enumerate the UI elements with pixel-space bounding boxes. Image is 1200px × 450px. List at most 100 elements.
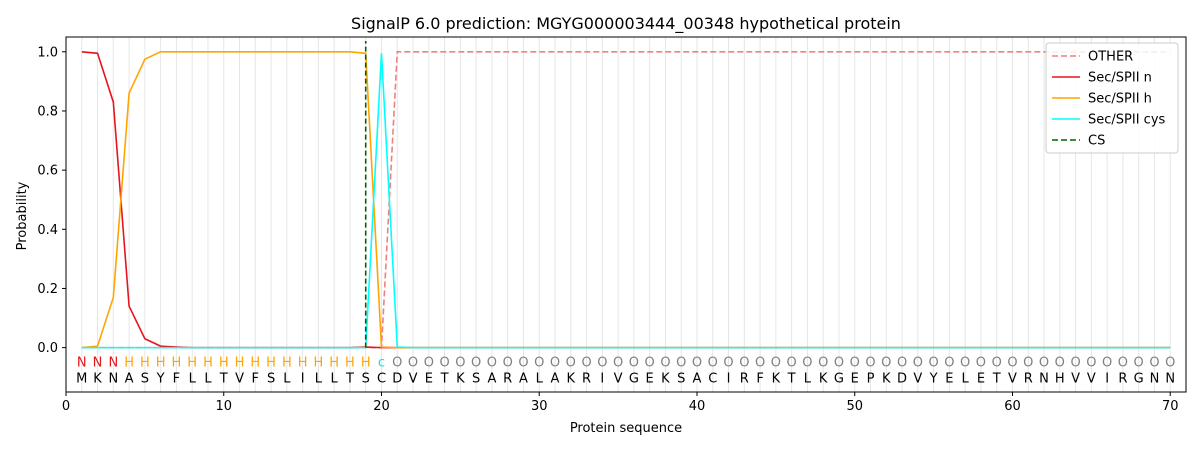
sequence-letter: R <box>1118 372 1127 387</box>
sequence-letter: S <box>141 372 149 387</box>
sequence-letter: E <box>425 372 433 387</box>
sequence-letter: S <box>677 372 685 387</box>
sequence-letter: F <box>756 372 763 387</box>
y-tick-label: 0.6 <box>37 164 58 179</box>
predicted-label: O <box>992 356 1002 371</box>
sequence-letter: L <box>315 372 323 387</box>
sequence-letter: R <box>1024 372 1033 387</box>
predicted-label: O <box>487 356 497 371</box>
sequence-letter: E <box>977 372 985 387</box>
predicted-label: O <box>739 356 749 371</box>
predicted-label: H <box>203 356 213 371</box>
sequence-letter: K <box>93 372 102 387</box>
predicted-label: O <box>708 356 718 371</box>
predicted-label: O <box>913 356 923 371</box>
sequence-letter: I <box>301 372 305 387</box>
predicted-label: O <box>1039 356 1049 371</box>
predicted-label: O <box>439 356 449 371</box>
predicted-label: H <box>250 356 260 371</box>
predicted-label: O <box>865 356 875 371</box>
predicted-label: O <box>755 356 765 371</box>
x-tick-label: 60 <box>1004 399 1021 414</box>
sequence-letter: I <box>600 372 604 387</box>
predicted-label: O <box>802 356 812 371</box>
y-tick-label: 0.4 <box>37 223 58 238</box>
x-tick-label: 70 <box>1162 399 1179 414</box>
predicted-label: O <box>392 356 402 371</box>
x-tick-label: 0 <box>62 399 70 414</box>
predicted-label: H <box>140 356 150 371</box>
sequence-letter: L <box>283 372 291 387</box>
series-line-sec-spii-cys <box>81 53 1171 349</box>
sequence-letter: V <box>1008 372 1017 387</box>
sequence-letter: L <box>331 372 339 387</box>
sequence-letter: Y <box>929 372 938 387</box>
legend: OTHER Sec/SPII n Sec/SPII h Sec/SPII cys CS <box>1045 42 1179 154</box>
predicted-label: O <box>1149 356 1159 371</box>
sequence-letter: Y <box>156 372 165 387</box>
sequence-letter: V <box>913 372 922 387</box>
sequence-letter: A <box>519 372 528 387</box>
sequence-letter: T <box>440 372 449 387</box>
predicted-label: O <box>818 356 828 371</box>
predicted-label: H <box>235 356 245 371</box>
sequence-letter: T <box>787 372 796 387</box>
sequence-letter: H <box>1055 372 1065 387</box>
predicted-label: N <box>108 356 118 371</box>
sequence-letter: N <box>108 372 118 387</box>
predicted-label: O <box>928 356 938 371</box>
predicted-label: O <box>518 356 528 371</box>
predicted-label: H <box>282 356 292 371</box>
sequence-letter: S <box>362 372 370 387</box>
predicted-label: O <box>1007 356 1017 371</box>
predicted-label: O <box>645 356 655 371</box>
predicted-label: O <box>1086 356 1096 371</box>
sequence-letter: S <box>267 372 275 387</box>
predicted-label: O <box>1118 356 1128 371</box>
sequence-letter: P <box>867 372 875 387</box>
sequence-letter: E <box>646 372 654 387</box>
sequence-letter: F <box>173 372 180 387</box>
predicted-label: O <box>550 356 560 371</box>
predicted-label: O <box>1055 356 1065 371</box>
sequence-letter: G <box>629 372 639 387</box>
sequence-letter: C <box>377 372 386 387</box>
sequence-letter: K <box>819 372 828 387</box>
y-tick-label: 1.0 <box>37 45 58 60</box>
sequence-letter: V <box>1087 372 1096 387</box>
predicted-label: H <box>345 356 355 371</box>
x-tick-label: 20 <box>373 399 390 414</box>
predicted-label: H <box>187 356 197 371</box>
predicted-label: O <box>660 356 670 371</box>
predicted-label: O <box>771 356 781 371</box>
sequence-letter: K <box>772 372 781 387</box>
predicted-label: H <box>266 356 276 371</box>
sequence-letter: L <box>204 372 212 387</box>
predicted-label: O <box>613 356 623 371</box>
predicted-label: O <box>424 356 434 371</box>
predicted-label: O <box>1134 356 1144 371</box>
predicted-label: O <box>455 356 465 371</box>
sequence-letter: T <box>345 372 354 387</box>
predicted-label: O <box>597 356 607 371</box>
predicted-label: H <box>314 356 324 371</box>
predicted-label: O <box>1023 356 1033 371</box>
predicted-label: N <box>93 356 103 371</box>
sequence-letter: T <box>219 372 228 387</box>
predicted-label: O <box>1165 356 1175 371</box>
predicted-label: O <box>897 356 907 371</box>
sequence-letter: C <box>708 372 717 387</box>
sequence-letter: F <box>252 372 259 387</box>
y-tick-label: 0.0 <box>37 341 58 356</box>
sequence-letter: E <box>851 372 859 387</box>
predicted-label: N <box>77 356 87 371</box>
predicted-label: O <box>471 356 481 371</box>
x-tick-label: 50 <box>846 399 863 414</box>
sequence-letter: V <box>1071 372 1080 387</box>
series-line-sec-spii-h <box>81 50 1171 349</box>
predicted-label: H <box>298 356 308 371</box>
sequence-letter: G <box>1134 372 1144 387</box>
predicted-label: O <box>629 356 639 371</box>
sequence-letter: R <box>503 372 512 387</box>
